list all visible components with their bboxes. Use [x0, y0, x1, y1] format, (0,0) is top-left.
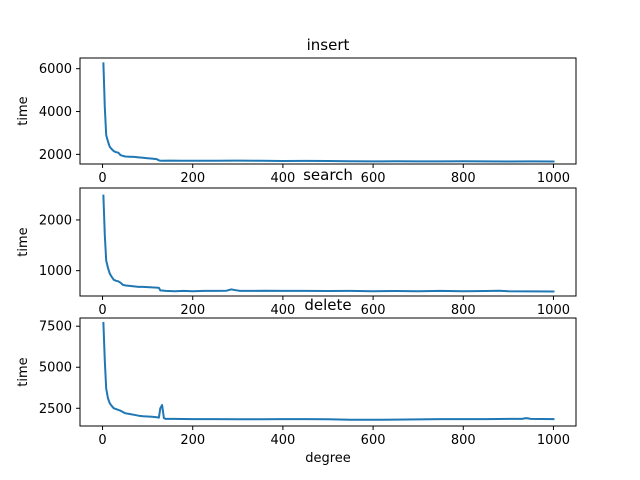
subplot-title: delete — [304, 296, 351, 314]
y-tick-label: 7500 — [39, 320, 72, 335]
x-tick-label: 200 — [180, 303, 205, 318]
x-tick-label: 800 — [451, 433, 476, 448]
y-tick-label: 6000 — [39, 62, 72, 77]
y-tick-label: 2500 — [39, 402, 72, 417]
y-tick-label: 5000 — [39, 361, 72, 376]
series-line — [102, 194, 555, 293]
subplot-title: search — [303, 166, 353, 184]
x-tick-label: 600 — [361, 171, 386, 186]
x-tick-label: 600 — [361, 433, 386, 448]
x-tick-label: 0 — [98, 171, 106, 186]
y-tick-label: 1000 — [39, 264, 72, 279]
subplot-title: insert — [307, 36, 350, 54]
y-axis-label: time — [16, 227, 31, 256]
x-tick-label: 1000 — [537, 433, 570, 448]
x-tick-label: 200 — [180, 433, 205, 448]
x-tick-label: 1000 — [537, 303, 570, 318]
series-line — [102, 321, 555, 421]
axes-frame — [79, 187, 577, 297]
y-tick-label: 4000 — [39, 105, 72, 120]
x-tick-label: 0 — [98, 433, 106, 448]
x-axis-label: degree — [305, 451, 351, 466]
x-tick-label: 400 — [270, 433, 295, 448]
x-tick-label: 200 — [180, 171, 205, 186]
axes-frame — [79, 57, 577, 165]
subplot-delete: 0 200 400 600 800 1000 2500 5000 7500 delete time d… — [16, 296, 577, 466]
y-tick-label: 2000 — [39, 213, 72, 228]
x-tick-label: 400 — [270, 303, 295, 318]
x-tick-label: 0 — [98, 303, 106, 318]
y-axis-label: time — [16, 96, 31, 125]
x-tick-label: 800 — [451, 303, 476, 318]
y-tick-label: 2000 — [39, 148, 72, 163]
y-axis-label: time — [16, 357, 31, 386]
x-tick-label: 800 — [451, 171, 476, 186]
x-tick-label: 1000 — [537, 171, 570, 186]
axes-frame — [79, 317, 577, 427]
x-tick-label: 600 — [361, 303, 386, 318]
series-line — [102, 62, 555, 163]
subplot-insert: 0 200 400 600 800 1000 2000 4000 6000 insert time — [16, 36, 577, 186]
x-tick-label: 400 — [270, 171, 295, 186]
